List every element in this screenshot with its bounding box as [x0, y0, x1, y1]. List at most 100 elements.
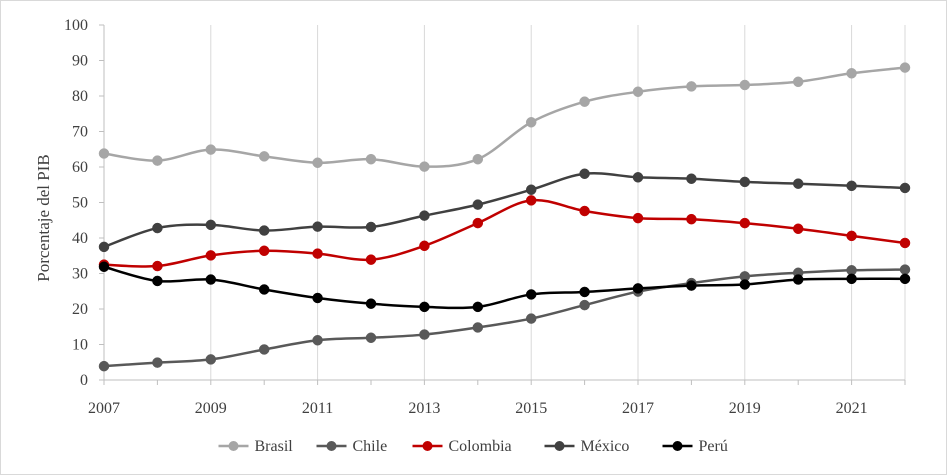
point-mexico-2016 [579, 168, 590, 179]
point-brasil-2012 [365, 153, 377, 165]
axes: 0 10 20 30 40 50 60 70 80 90 100 2007 2009 2011 2013 20… [64, 17, 906, 417]
point-colombia-2017 [632, 212, 644, 224]
legend-swatch-marker-peru [672, 441, 683, 451]
point-colombia-2015 [525, 195, 537, 206]
series-line-brasil [103, 66, 906, 168]
x-tick-label-2021: 2021 [836, 400, 868, 417]
point-peru-2013 [419, 301, 430, 313]
x-tick-label-2017: 2017 [622, 400, 654, 417]
point-colombia-2011 [312, 248, 323, 259]
legend-item-peru: Perú [662, 438, 728, 455]
y-tick-label-90: 90 [72, 53, 88, 70]
legend-label-colombia: Colombia [449, 438, 512, 455]
point-peru-2010 [258, 284, 270, 295]
y-tick-label-20: 20 [72, 301, 88, 318]
y-tick-label-80: 80 [72, 88, 88, 105]
point-brasil-2010 [258, 151, 270, 162]
x-tick-label-2007: 2007 [88, 400, 120, 417]
series-line-colombia [103, 198, 906, 268]
point-peru-2021 [846, 273, 857, 285]
series-line-peru [103, 265, 906, 310]
y-tick-label-70: 70 [72, 124, 88, 141]
legend-item-colombia: Colombia [412, 438, 512, 455]
point-colombia-2019 [739, 217, 751, 229]
point-peru-2018 [686, 280, 697, 291]
x-tick-label-2013: 2013 [408, 400, 440, 417]
point-chile-2015 [525, 313, 537, 324]
legend-swatch-marker-brasil [228, 441, 239, 451]
legend: Brasil Chile Colombia México Perú [218, 438, 728, 455]
point-brasil-2017 [632, 86, 644, 97]
point-brasil-2019 [739, 79, 751, 91]
point-peru-2011 [312, 292, 323, 304]
point-chile-2010 [258, 344, 270, 355]
point-brasil-2014 [472, 153, 484, 165]
point-brasil-2015 [525, 117, 537, 128]
y-tick-label-0: 0 [80, 372, 88, 389]
series-line-mexico [103, 172, 906, 249]
point-brasil-2016 [579, 96, 590, 107]
series-colombia [98, 195, 911, 272]
point-mexico-2012 [365, 221, 377, 233]
point-colombia-2018 [686, 213, 697, 225]
point-peru-2015 [525, 289, 537, 300]
legend-swatch-marker-colombia [422, 441, 433, 451]
legend-swatch-marker-mexico [554, 441, 565, 451]
point-chile-2014 [472, 322, 484, 333]
point-brasil-2009 [205, 144, 217, 155]
series-mexico [98, 168, 911, 253]
point-colombia-2016 [579, 205, 590, 217]
point-peru-2008 [152, 275, 163, 287]
point-brasil-2022 [899, 62, 911, 73]
point-chile-2011 [312, 334, 323, 346]
y-tick-label-50: 50 [72, 195, 88, 212]
legend-item-chile: Chile [316, 438, 387, 455]
point-brasil-2020 [792, 76, 804, 88]
y-axis-title: Porcentaje del PIB [34, 154, 53, 281]
point-mexico-2017 [632, 172, 644, 183]
legend-label-mexico: México [581, 438, 630, 455]
point-mexico-2021 [846, 180, 857, 192]
series-brasil [98, 62, 911, 172]
point-peru-2017 [632, 283, 644, 294]
point-mexico-2020 [792, 178, 804, 189]
series-line-chile [103, 268, 906, 368]
point-mexico-2015 [525, 184, 537, 195]
point-peru-2007 [98, 261, 110, 273]
point-peru-2014 [472, 301, 484, 313]
point-mexico-2010 [258, 225, 270, 236]
point-peru-2020 [792, 274, 804, 285]
gridlines [103, 25, 906, 380]
point-chile-2012 [365, 332, 377, 344]
legend-swatch-marker-chile [326, 441, 337, 451]
point-chile-2009 [205, 354, 217, 365]
point-mexico-2018 [686, 173, 697, 184]
point-mexico-2019 [739, 176, 751, 188]
point-mexico-2009 [205, 219, 217, 231]
y-tick-label-60: 60 [72, 159, 88, 176]
point-colombia-2012 [365, 254, 377, 265]
point-colombia-2014 [472, 217, 484, 229]
series-peru [98, 261, 911, 313]
legend-item-brasil: Brasil [218, 438, 293, 455]
series-chile [98, 264, 911, 372]
x-tick-label-2015: 2015 [515, 400, 547, 417]
point-mexico-2008 [152, 222, 163, 234]
point-mexico-2013 [419, 210, 430, 221]
point-colombia-2013 [419, 240, 430, 252]
point-mexico-2022 [899, 182, 911, 194]
point-peru-2019 [739, 279, 751, 290]
point-peru-2016 [579, 286, 590, 298]
y-tick-label-30: 30 [72, 266, 88, 283]
point-colombia-2022 [899, 237, 911, 249]
point-brasil-2013 [419, 161, 430, 172]
point-brasil-2018 [686, 81, 697, 92]
point-brasil-2007 [98, 148, 110, 159]
point-mexico-2007 [98, 241, 110, 253]
point-colombia-2010 [258, 245, 270, 257]
x-tick-label-2009: 2009 [195, 400, 227, 417]
series-layer [98, 62, 911, 372]
point-chile-2016 [579, 299, 590, 311]
point-peru-2012 [365, 298, 377, 309]
